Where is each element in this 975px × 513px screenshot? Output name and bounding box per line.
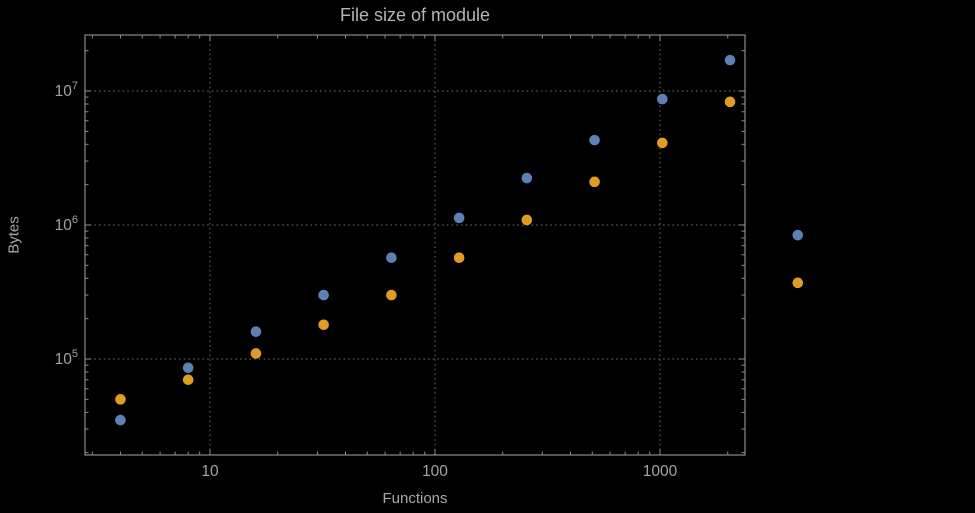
plot-frame <box>84 34 746 456</box>
data-point-series-1 <box>792 229 804 241</box>
data-point-series-2 <box>115 394 126 405</box>
data-point-series-1 <box>182 362 194 374</box>
x-tick-label: 1000 <box>643 463 678 480</box>
data-point-series-2 <box>521 214 533 226</box>
data-point-series-1 <box>250 326 262 337</box>
data-point-series-2 <box>792 277 804 289</box>
data-point-series-1 <box>318 289 329 301</box>
y-tick-label: 107 <box>55 80 78 100</box>
data-point-series-2 <box>724 96 736 108</box>
data-point-series-1 <box>115 414 126 426</box>
y-tick-label: 105 <box>55 348 78 368</box>
y-tick-label: 106 <box>55 214 78 234</box>
data-point-series-1 <box>453 212 465 224</box>
data-point-series-2 <box>250 348 262 359</box>
data-point-series-1 <box>386 252 397 264</box>
y-axis-label: Bytes <box>5 216 23 254</box>
x-tick-label: 100 <box>422 463 448 480</box>
data-point-series-2 <box>182 374 194 386</box>
data-point-series-1 <box>521 172 533 184</box>
data-point-series-2 <box>386 289 397 301</box>
data-point-series-1 <box>724 54 736 66</box>
x-axis-label: Functions <box>382 490 448 507</box>
x-tick-label: 10 <box>201 463 219 480</box>
data-point-series-2 <box>657 137 668 149</box>
data-point-series-1 <box>589 134 600 146</box>
chart-title: File size of module <box>339 5 491 25</box>
data-point-series-2 <box>589 176 600 188</box>
data-point-series-2 <box>453 252 465 264</box>
data-point-series-1 <box>657 93 668 105</box>
data-point-series-2 <box>318 319 329 331</box>
